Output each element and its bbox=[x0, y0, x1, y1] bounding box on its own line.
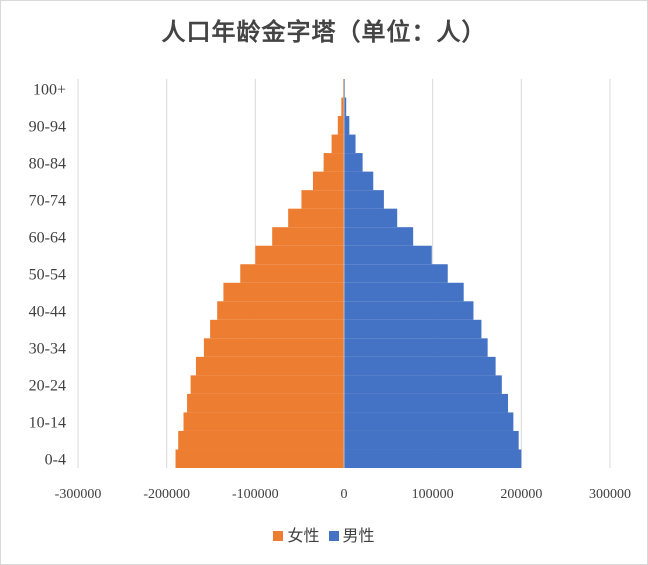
bar-female-50-54 bbox=[240, 264, 344, 283]
bar-female-40-44 bbox=[217, 301, 344, 320]
bar-male-60-64 bbox=[344, 227, 414, 246]
bar-female-20-24 bbox=[190, 375, 344, 394]
x-tick-label: -100000 bbox=[232, 487, 279, 502]
y-tick-label: 0-4 bbox=[45, 452, 66, 469]
bar-female-85-89 bbox=[331, 134, 344, 154]
bar-male-25-29 bbox=[344, 356, 496, 376]
bar-male-50-54 bbox=[344, 264, 448, 283]
legend: 女性 男性 bbox=[0, 522, 648, 546]
bar-male-10-14 bbox=[344, 412, 514, 431]
y-tick-label: 40-44 bbox=[29, 304, 66, 321]
legend-item-female: 女性 bbox=[273, 522, 319, 546]
bar-male-5-9 bbox=[344, 430, 519, 450]
bar-female-35-39 bbox=[210, 319, 344, 339]
bar-female-60-64 bbox=[272, 227, 344, 246]
y-tick-label: 30-34 bbox=[29, 341, 66, 358]
bar-male-0-4 bbox=[344, 449, 522, 468]
bar-female-45-49 bbox=[223, 282, 344, 302]
bar-male-20-24 bbox=[344, 375, 502, 394]
bar-female-75-79 bbox=[312, 171, 344, 191]
y-tick-label: 100+ bbox=[33, 81, 66, 98]
y-tick-label: 10-14 bbox=[29, 415, 66, 432]
bar-male-35-39 bbox=[344, 319, 482, 339]
y-tick-label: 70-74 bbox=[29, 192, 66, 209]
x-tick-label: -300000 bbox=[55, 487, 102, 502]
bar-male-40-44 bbox=[344, 301, 474, 320]
bar-female-0-4 bbox=[175, 449, 344, 468]
bar-female-70-74 bbox=[301, 190, 344, 209]
bar-male-75-79 bbox=[344, 171, 374, 191]
x-tick-label: 100000 bbox=[412, 487, 454, 502]
bar-female-30-34 bbox=[203, 338, 344, 357]
y-tick-label: 20-24 bbox=[29, 378, 66, 395]
legend-label-male: 男性 bbox=[342, 526, 375, 545]
x-tick-label: -200000 bbox=[143, 487, 190, 502]
legend-item-male: 男性 bbox=[328, 522, 375, 546]
bar-male-55-59 bbox=[344, 245, 432, 265]
y-tick-label: 60-64 bbox=[29, 229, 66, 246]
bar-female-80-84 bbox=[323, 153, 344, 172]
x-tick-label: 0 bbox=[341, 487, 348, 502]
bar-male-90-94 bbox=[344, 116, 350, 135]
bar-male-45-49 bbox=[344, 282, 464, 302]
bar-female-15-19 bbox=[187, 393, 344, 413]
bars bbox=[175, 79, 522, 468]
x-tick-label: 300000 bbox=[589, 487, 631, 502]
chart-title: 人口年龄金字塔（单位：人） bbox=[161, 17, 487, 46]
y-tick-label: 50-54 bbox=[29, 267, 66, 284]
legend-swatch-male bbox=[328, 531, 339, 541]
bar-male-85-89 bbox=[344, 134, 356, 154]
bar-male-30-34 bbox=[344, 338, 488, 357]
legend-label-female: 女性 bbox=[287, 526, 320, 545]
x-tick-label: 200000 bbox=[500, 487, 542, 502]
bar-female-65-69 bbox=[288, 208, 344, 228]
y-tick-labels: 0-4 10-14 20-24 30-34 40-44 50-54 60-64 70-74 80… bbox=[29, 81, 66, 468]
y-tick-label: 80-84 bbox=[29, 155, 66, 172]
bar-female-5-9 bbox=[178, 430, 344, 450]
x-tick-labels: -300000 -200000 -100000 0 100000 200000 300000 bbox=[55, 487, 631, 502]
bar-female-25-29 bbox=[195, 356, 344, 376]
bar-male-95-99 bbox=[344, 97, 347, 117]
legend-swatch-female bbox=[273, 531, 284, 541]
bar-female-95-99 bbox=[341, 97, 344, 117]
bar-female-55-59 bbox=[255, 245, 344, 265]
bar-male-70-74 bbox=[344, 190, 384, 209]
bar-male-65-69 bbox=[344, 208, 398, 228]
bar-male-15-19 bbox=[344, 393, 509, 413]
bar-male-80-84 bbox=[344, 153, 363, 172]
bar-female-90-94 bbox=[337, 116, 344, 135]
bar-female-10-14 bbox=[183, 412, 344, 431]
y-tick-label: 90-94 bbox=[29, 118, 66, 135]
